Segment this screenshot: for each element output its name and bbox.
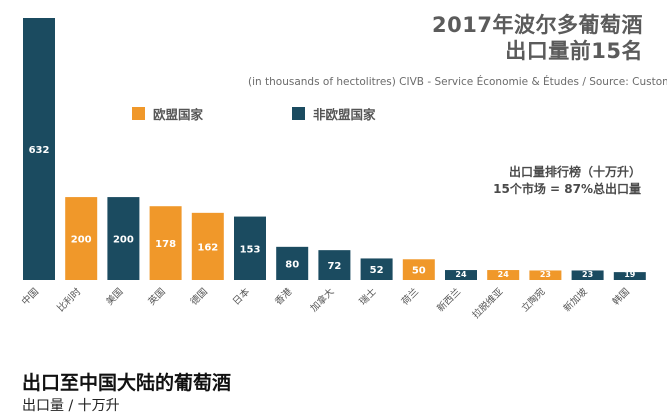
bar-value-label: 24: [498, 270, 510, 279]
bar-9: [360, 258, 393, 280]
bar-value-label: 200: [113, 235, 134, 246]
bar-chart: 632 中国 200 比利时 200 美国 178 英国 162 德国 153 日本 80 香港 72 加拿大…: [19, 18, 646, 321]
x-tick-label: 美国: [104, 286, 126, 308]
bar-8: [318, 250, 351, 280]
x-tick-label: 香港: [272, 285, 294, 307]
bar-14: [571, 270, 604, 280]
x-tick-label: 中国: [19, 286, 41, 308]
legend-non-eu-label: 非欧盟国家: [313, 107, 376, 122]
bar-value-label: 162: [197, 242, 218, 253]
chart-title-line1: 2017年波尔多葡萄酒: [432, 13, 643, 37]
bar-11: [445, 270, 477, 280]
bar-5: [191, 212, 224, 280]
bar-3: [107, 197, 140, 280]
bar-value-label: 52: [370, 265, 384, 276]
legend-eu-swatch: [132, 107, 145, 120]
x-tick-label: 新西兰: [434, 286, 463, 315]
x-tick-label: 拉脱维亚: [470, 285, 506, 321]
x-tick-label: 瑞士: [357, 285, 379, 307]
bar-value-label: 23: [582, 270, 593, 279]
bar-6: [234, 216, 266, 280]
legend-eu-label: 欧盟国家: [153, 107, 204, 122]
x-tick-label: 英国: [146, 286, 168, 308]
chart-title-line2: 出口量前15名: [505, 39, 643, 63]
legend-eu: 欧盟国家: [132, 104, 203, 123]
bar-2: [65, 197, 98, 280]
chart-area: 632 中国 200 比利时 200 美国 178 英国 162 德国 153 日本 80 香港 72 加拿大…: [19, 13, 667, 322]
bar-13: [529, 270, 562, 280]
x-tick-label: 比利时: [55, 285, 84, 314]
caption-title: 出口至中国大陆的葡萄酒: [22, 372, 232, 394]
bar-12: [487, 270, 520, 280]
bar-value-label: 200: [71, 235, 92, 246]
ranking-note-line1: 出口量排行榜（十万升）: [508, 165, 641, 179]
bar-value-label: 72: [327, 261, 341, 272]
bar-value-label: 153: [240, 244, 261, 255]
bar-value-label: 80: [285, 259, 299, 270]
x-tick-label: 韩国: [610, 286, 632, 308]
ranking-note-line2: 15个市场 = 87%总出口量: [493, 182, 641, 196]
bar-7: [276, 246, 309, 280]
x-tick-label: 荷兰: [399, 286, 421, 308]
caption-subtitle: 出口量 / 十万升: [22, 398, 120, 414]
legend-non-eu: 非欧盟国家: [292, 104, 376, 123]
bar-1: [23, 18, 55, 280]
bar-value-label: 24: [455, 270, 467, 279]
legend-non-eu-swatch: [292, 107, 305, 120]
x-tick-label: 德国: [188, 286, 210, 308]
bar-value-label: 178: [155, 239, 176, 250]
bar-4: [149, 206, 182, 280]
bar-value-label: 632: [29, 145, 50, 156]
x-tick-label: 日本: [230, 285, 252, 307]
bar-15: [613, 272, 646, 280]
bar-value-label: 19: [624, 270, 636, 279]
bar-10: [402, 259, 435, 280]
x-tick-label: 新加坡: [561, 285, 590, 314]
x-tick-label: 加拿大: [308, 285, 337, 314]
bar-value-label: 23: [540, 270, 551, 279]
chart-subtitle: (in thousands of hectolitres) CIVB - Ser…: [248, 76, 667, 88]
bar-value-label: 50: [412, 266, 426, 277]
x-tick-label: 立陶宛: [519, 285, 548, 314]
